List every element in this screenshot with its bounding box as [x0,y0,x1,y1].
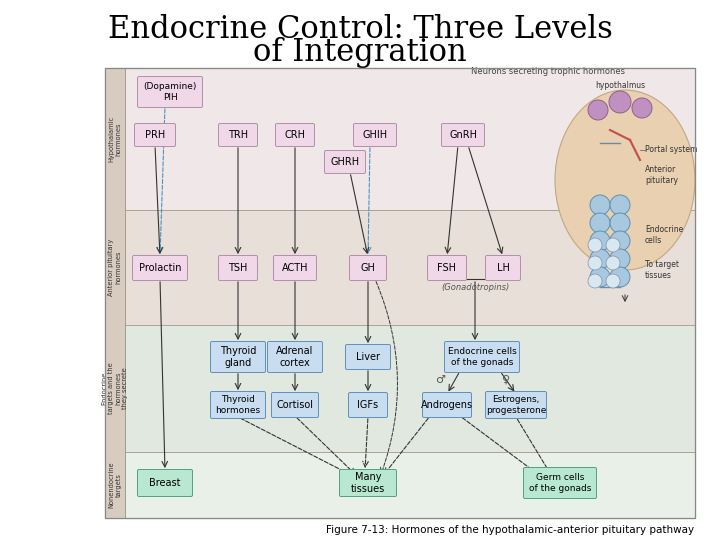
FancyBboxPatch shape [210,341,266,373]
Text: ♀: ♀ [502,375,510,385]
FancyBboxPatch shape [271,393,318,417]
Text: Cortisol: Cortisol [276,400,313,410]
Text: Anterior
pituitary: Anterior pituitary [645,165,678,185]
Text: (Dopamine)
PIH: (Dopamine) PIH [143,82,197,102]
Circle shape [588,274,602,288]
Bar [105,68,125,518]
Circle shape [606,256,620,270]
Text: Many
tissues: Many tissues [351,472,385,494]
Text: Figure 7-13: Hormones of the hypothalamic-anterior pituitary pathway: Figure 7-13: Hormones of the hypothalami… [326,525,694,535]
Circle shape [588,238,602,252]
FancyBboxPatch shape [441,124,485,146]
Text: Breast: Breast [149,478,181,488]
Text: IGFs: IGFs [357,400,379,410]
Circle shape [590,267,610,287]
Text: TRH: TRH [228,130,248,140]
Circle shape [610,195,630,215]
Text: GnRH: GnRH [449,130,477,140]
FancyBboxPatch shape [485,255,521,280]
Text: Endocrine
targets and the
hormones
they secrete: Endocrine targets and the hormones they … [102,363,128,414]
FancyBboxPatch shape [210,392,266,418]
Bar [105,210,695,325]
Text: LH: LH [497,263,510,273]
FancyBboxPatch shape [485,392,546,418]
Bar [105,68,695,518]
Bar [105,68,695,518]
Text: Neurons secreting trophic hormones: Neurons secreting trophic hormones [471,68,625,77]
Text: Anterior pituitary
hormones: Anterior pituitary hormones [109,239,122,296]
FancyBboxPatch shape [325,151,366,173]
Text: CRH: CRH [284,130,305,140]
Text: Androgens: Androgens [421,400,473,410]
FancyBboxPatch shape [340,469,397,496]
Circle shape [610,267,630,287]
Text: Hypothalamic
hormones: Hypothalamic hormones [109,116,122,162]
Text: GHRH: GHRH [330,157,359,167]
Text: ACTH: ACTH [282,263,308,273]
Text: Endocrine
cells: Endocrine cells [645,225,683,245]
Text: GH: GH [361,263,375,273]
FancyBboxPatch shape [218,255,258,280]
Circle shape [610,231,630,251]
Text: Liver: Liver [356,352,380,362]
Text: Thyroid
hormones: Thyroid hormones [215,395,261,415]
FancyBboxPatch shape [268,341,323,373]
Circle shape [590,195,610,215]
FancyBboxPatch shape [354,124,397,146]
FancyBboxPatch shape [276,124,315,146]
Circle shape [632,98,652,118]
Circle shape [606,274,620,288]
FancyBboxPatch shape [135,124,176,146]
Circle shape [610,249,630,269]
Text: Nonendocrine
targets: Nonendocrine targets [109,462,122,508]
Text: Endocrine Control: Three Levels: Endocrine Control: Three Levels [107,15,613,45]
FancyBboxPatch shape [138,77,202,107]
FancyBboxPatch shape [444,341,520,373]
FancyBboxPatch shape [218,124,258,146]
Text: Portal system: Portal system [645,145,698,154]
FancyBboxPatch shape [348,393,387,417]
FancyBboxPatch shape [274,255,317,280]
Text: To target
tissues: To target tissues [645,260,679,280]
Text: hypothalmus: hypothalmus [595,80,645,90]
Circle shape [609,91,631,113]
Text: of Integration: of Integration [253,37,467,68]
Text: GHIH: GHIH [362,130,387,140]
Text: TSH: TSH [228,263,248,273]
FancyBboxPatch shape [132,255,187,280]
FancyBboxPatch shape [428,255,467,280]
Text: (Gonadotropins): (Gonadotropins) [441,284,509,293]
Bar [105,68,695,210]
FancyBboxPatch shape [349,255,387,280]
Text: FSH: FSH [438,263,456,273]
Text: Estrogens,
progesterone: Estrogens, progesterone [486,395,546,415]
Circle shape [590,213,610,233]
Bar [105,325,695,452]
Circle shape [610,213,630,233]
FancyBboxPatch shape [523,468,596,498]
Text: ♂: ♂ [435,375,445,385]
Ellipse shape [555,90,695,270]
FancyBboxPatch shape [423,393,472,417]
FancyBboxPatch shape [138,469,192,496]
FancyBboxPatch shape [346,345,390,369]
Text: Adrenal
cortex: Adrenal cortex [276,346,314,368]
Circle shape [590,231,610,251]
Text: Endocrine cells
of the gonads: Endocrine cells of the gonads [448,347,516,367]
Circle shape [588,256,602,270]
Text: PRH: PRH [145,130,165,140]
Bar [105,452,695,518]
Text: Thyroid
gland: Thyroid gland [220,346,256,368]
Circle shape [588,100,608,120]
Text: Germ cells
of the gonads: Germ cells of the gonads [528,473,591,492]
Text: Prolactin: Prolactin [139,263,181,273]
Circle shape [590,249,610,269]
Circle shape [606,238,620,252]
